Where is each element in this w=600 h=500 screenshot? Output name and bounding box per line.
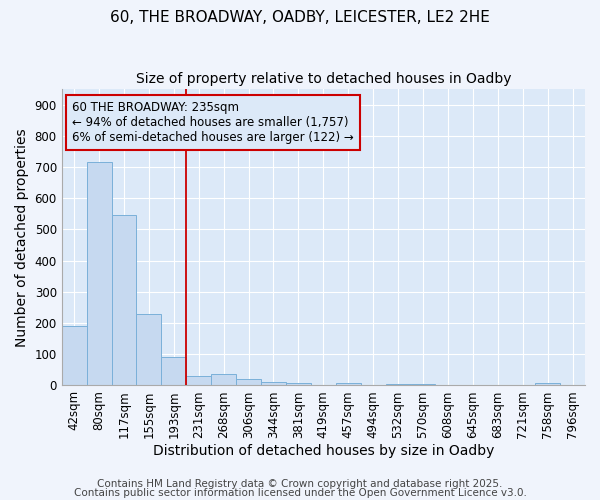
Text: 60, THE BROADWAY, OADBY, LEICESTER, LE2 2HE: 60, THE BROADWAY, OADBY, LEICESTER, LE2 … <box>110 10 490 25</box>
Text: 60 THE BROADWAY: 235sqm
← 94% of detached houses are smaller (1,757)
6% of semi-: 60 THE BROADWAY: 235sqm ← 94% of detache… <box>72 101 354 144</box>
Bar <box>286 384 311 386</box>
Bar <box>386 384 410 386</box>
Bar <box>161 358 186 386</box>
Bar <box>112 216 136 386</box>
Bar <box>86 162 112 386</box>
Bar <box>236 378 261 386</box>
Text: Contains public sector information licensed under the Open Government Licence v3: Contains public sector information licen… <box>74 488 526 498</box>
Bar <box>211 374 236 386</box>
Y-axis label: Number of detached properties: Number of detached properties <box>15 128 29 346</box>
Bar <box>62 326 86 386</box>
X-axis label: Distribution of detached houses by size in Oadby: Distribution of detached houses by size … <box>152 444 494 458</box>
Bar <box>136 314 161 386</box>
Bar <box>261 382 286 386</box>
Title: Size of property relative to detached houses in Oadby: Size of property relative to detached ho… <box>136 72 511 86</box>
Bar <box>336 383 361 386</box>
Bar <box>410 384 436 386</box>
Bar <box>535 383 560 386</box>
Bar <box>186 376 211 386</box>
Text: Contains HM Land Registry data © Crown copyright and database right 2025.: Contains HM Land Registry data © Crown c… <box>97 479 503 489</box>
